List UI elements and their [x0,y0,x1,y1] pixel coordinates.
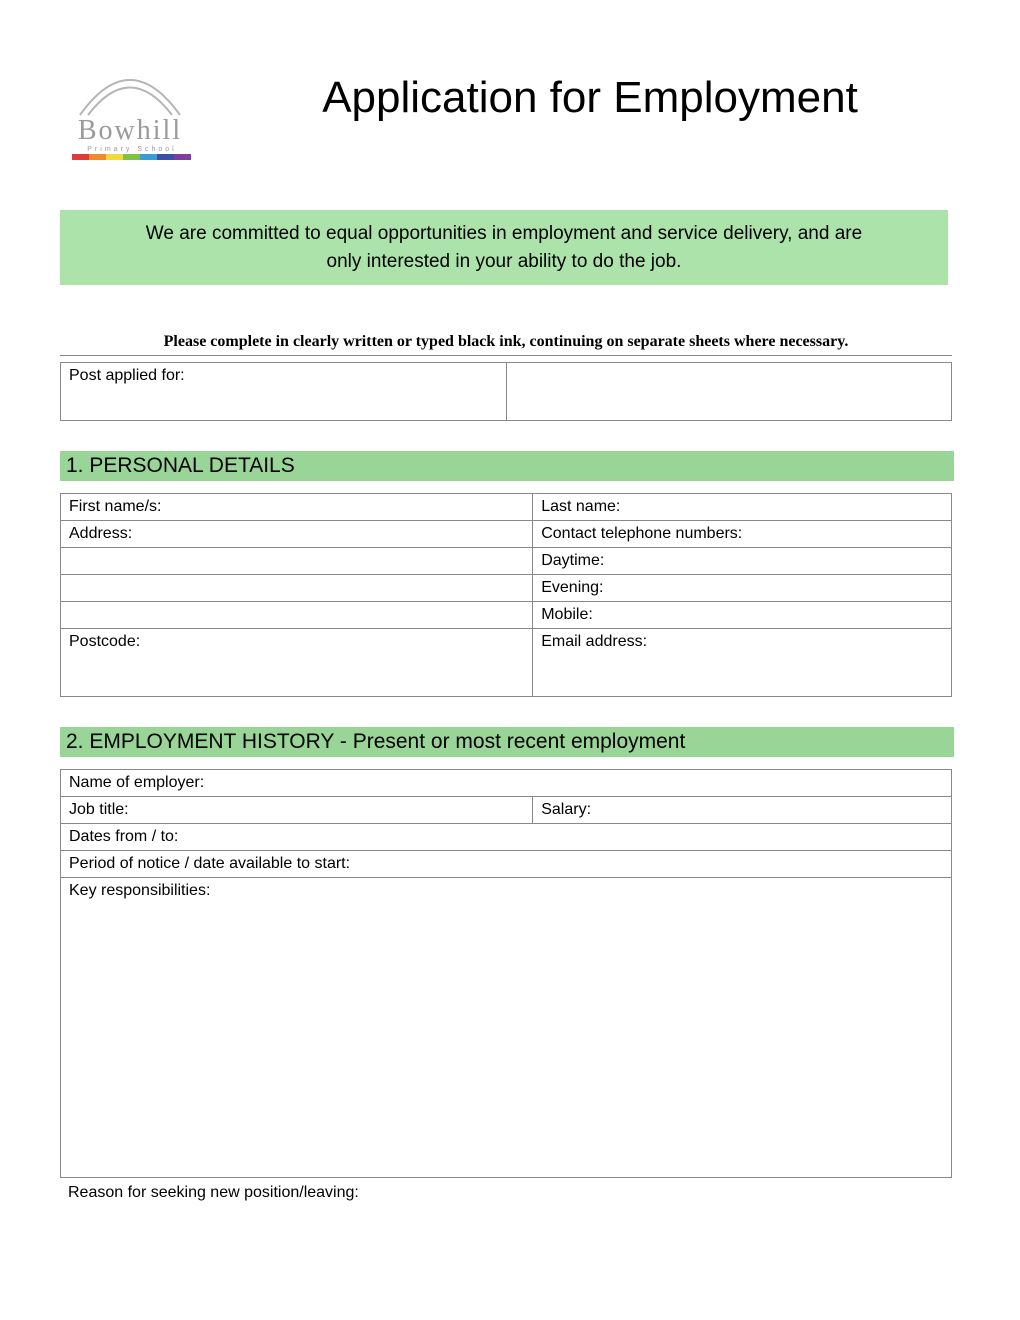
employer-field[interactable]: Name of employer: [61,770,952,797]
personal-details-table: First name/s: Last name: Address: Contac… [60,493,952,697]
dates-field[interactable]: Dates from / to: [61,824,952,851]
logo-name: Bowhill [78,115,182,146]
evening-field[interactable]: Evening: [533,575,952,602]
last-name-field[interactable]: Last name: [533,494,952,521]
section-1-heading: 1. PERSONAL DETAILS [60,451,954,481]
header: Bowhill Primary School Application for E… [60,55,960,165]
bowhill-logo-icon: Bowhill Primary School [60,55,200,165]
contact-numbers-label: Contact telephone numbers: [533,521,952,548]
post-applied-field[interactable] [506,363,952,421]
notice-field[interactable]: Period of notice / date available to sta… [61,851,952,878]
section-2-heading: 2. EMPLOYMENT HISTORY - Present or most … [60,727,954,757]
mobile-field[interactable]: Mobile: [533,602,952,629]
banner-line-2: only interested in your ability to do th… [327,251,682,272]
post-applied-label: Post applied for: [61,363,507,421]
reason-leaving-field[interactable]: Reason for seeking new position/leaving: [60,1178,952,1202]
page: Bowhill Primary School Application for E… [0,0,1020,1320]
logo: Bowhill Primary School [60,55,200,165]
employment-history-table: Name of employer: Job title: Salary: Dat… [60,769,952,1178]
job-title-field[interactable]: Job title: [61,797,533,824]
address-line-3[interactable] [61,575,533,602]
first-name-field[interactable]: First name/s: [61,494,533,521]
instruction-text: Please complete in clearly written or ty… [60,333,952,356]
daytime-field[interactable]: Daytime: [533,548,952,575]
address-line-4[interactable] [61,602,533,629]
address-line-2[interactable] [61,548,533,575]
key-responsibilities-field[interactable]: Key responsibilities: [61,878,952,1178]
postcode-field[interactable]: Postcode: [61,629,533,697]
logo-subtitle: Primary School [87,146,176,153]
address-field[interactable]: Address: [61,521,533,548]
equal-opportunities-banner: We are committed to equal opportunities … [60,210,948,285]
banner-line-1: We are committed to equal opportunities … [146,223,862,244]
post-applied-table: Post applied for: [60,362,952,421]
email-field[interactable]: Email address: [533,629,952,697]
salary-field[interactable]: Salary: [533,797,952,824]
page-title: Application for Employment [200,55,960,123]
